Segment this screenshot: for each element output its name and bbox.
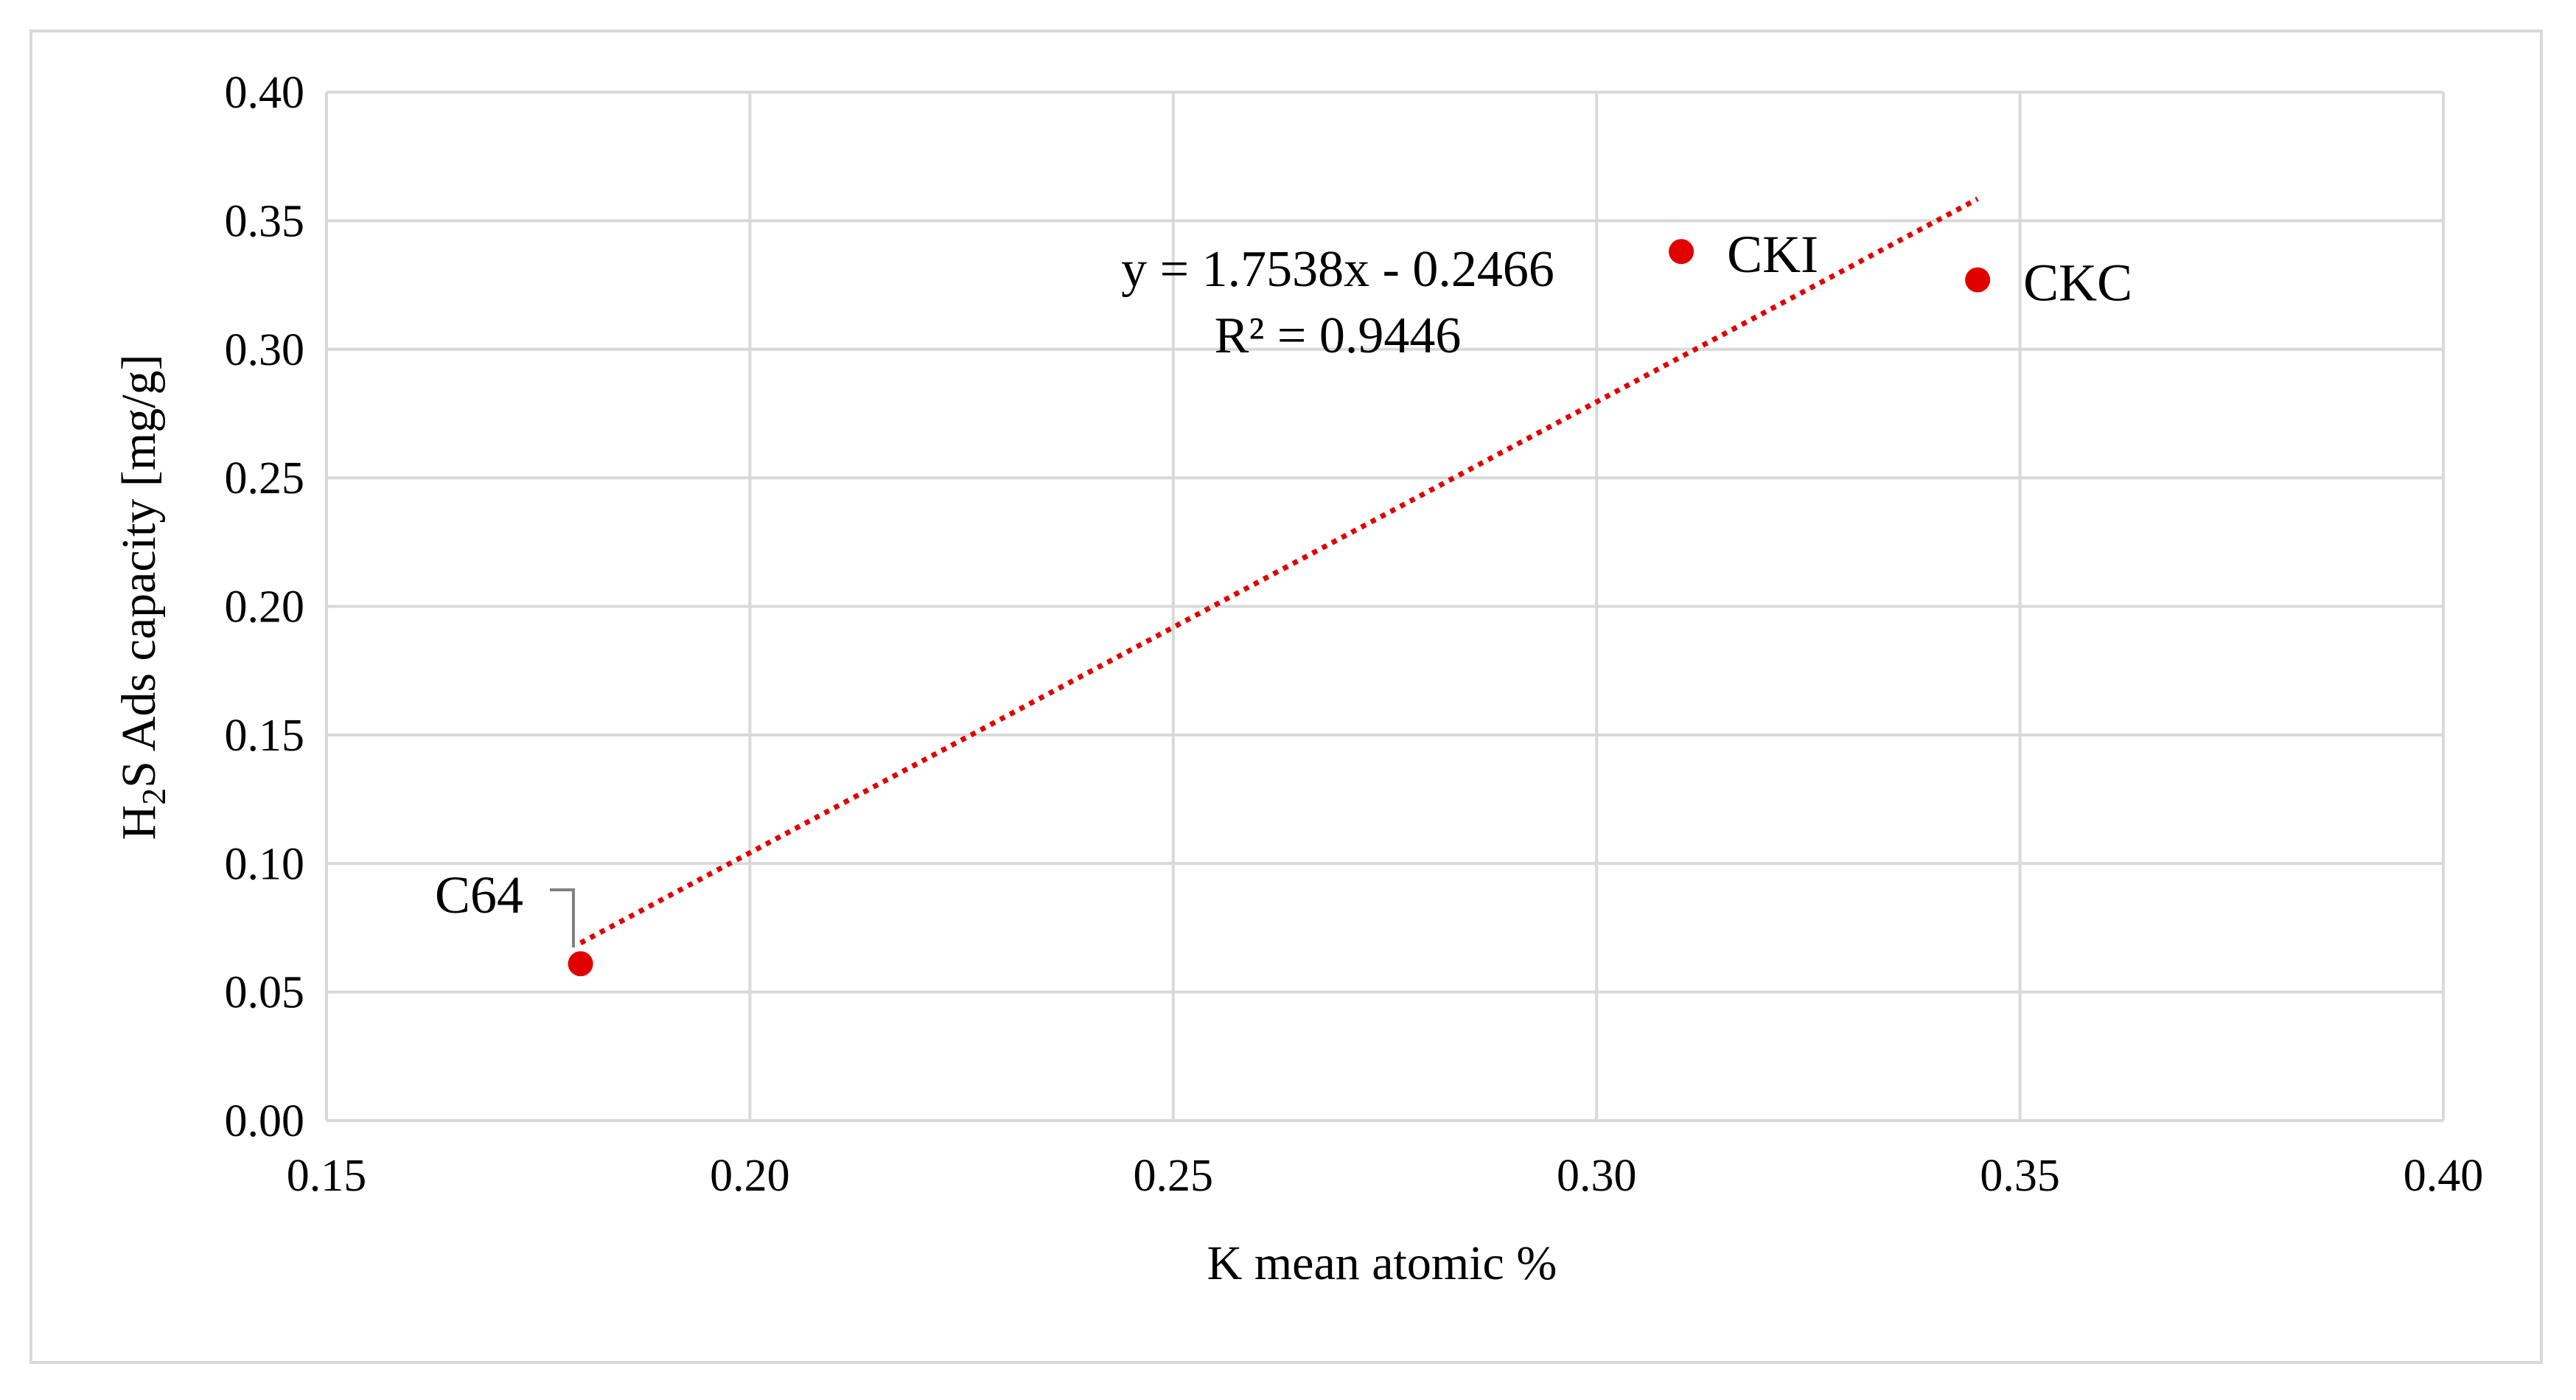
y-axis-title-part1: H <box>112 805 166 840</box>
trendline-layer <box>579 196 1979 946</box>
y-axis-title-subscript: 2 <box>135 788 172 805</box>
y-tick-label-5: 0.25 <box>225 453 305 504</box>
data-point-cki <box>1669 239 1694 265</box>
trendline <box>579 196 1979 946</box>
data-point-c64 <box>568 951 593 977</box>
tick-labels-layer: 0.00 0.05 0.10 0.15 0.20 0.25 0.30 0.35 0.40 0.15… <box>225 68 2484 1201</box>
data-point-ckc <box>1965 267 1991 293</box>
y-tick-label-1: 0.05 <box>225 968 305 1018</box>
y-tick-label-4: 0.20 <box>225 582 305 633</box>
x-tick-label-3: 0.30 <box>1557 1151 1637 1201</box>
x-tick-label-4: 0.35 <box>1980 1151 2060 1201</box>
y-tick-label-7: 0.35 <box>225 196 305 246</box>
trendline-equation: y = 1.7538x - 0.2466 R² = 0.9446 <box>1121 241 1554 364</box>
x-tick-label-2: 0.25 <box>1134 1151 1214 1201</box>
x-tick-label-1: 0.20 <box>710 1151 790 1201</box>
y-tick-label-6: 0.30 <box>225 325 305 375</box>
x-axis-title: K mean atomic % <box>1207 1236 1557 1290</box>
trendline-r-squared-text: R² = 0.9446 <box>1215 307 1462 364</box>
data-points-layer <box>568 239 1991 977</box>
point-label-ckc: CKC <box>2023 254 2132 313</box>
y-tick-label-3: 0.15 <box>225 711 305 761</box>
point-labels-layer: C64 CKI CKC <box>435 225 2132 948</box>
y-axis-title-part2: S Ads capacity [mg/g] <box>112 354 166 787</box>
y-tick-label-0: 0.00 <box>225 1096 305 1146</box>
x-tick-label-0: 0.15 <box>287 1151 367 1201</box>
point-label-c64: C64 <box>435 866 523 924</box>
y-tick-label-2: 0.10 <box>225 839 305 889</box>
x-tick-label-5: 0.40 <box>2404 1151 2484 1201</box>
y-tick-label-8: 0.40 <box>225 68 305 118</box>
grid-layer <box>325 91 2445 1122</box>
leader-line-c64 <box>550 888 575 948</box>
chart-frame <box>29 29 2543 1364</box>
trendline-equation-text: y = 1.7538x - 0.2466 <box>1121 241 1554 298</box>
y-axis-title: H2S Ads capacity [mg/g] <box>112 354 172 840</box>
point-label-cki: CKI <box>1727 225 1818 284</box>
